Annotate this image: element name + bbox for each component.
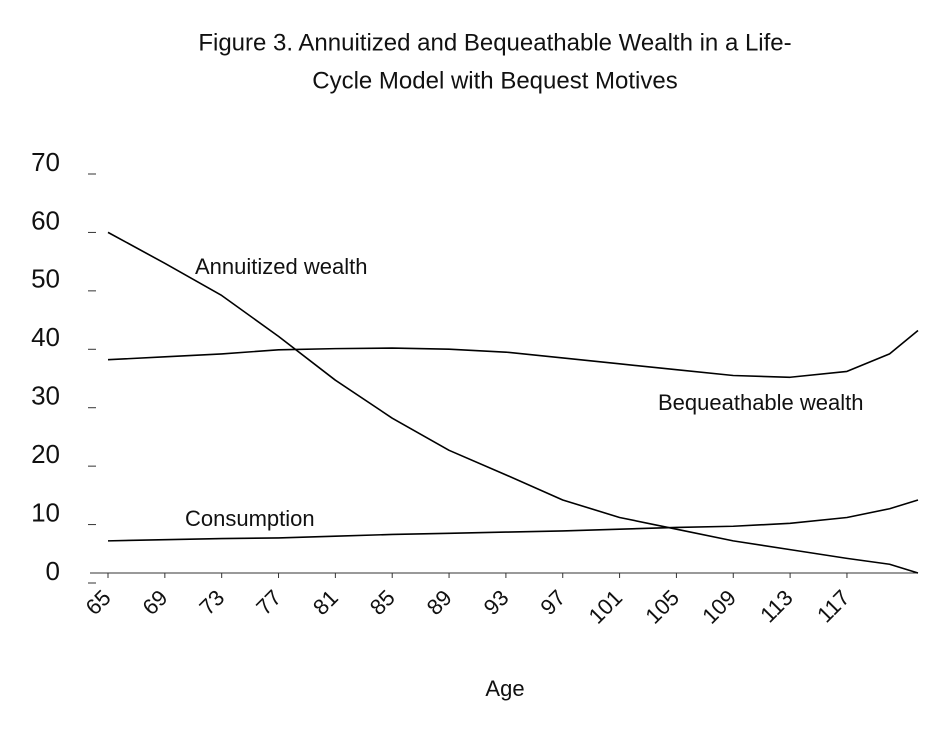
y-tick-label: 30 bbox=[31, 381, 60, 411]
y-tick-label: 70 bbox=[31, 147, 60, 177]
series-label: Bequeathable wealth bbox=[658, 390, 864, 415]
series-line bbox=[107, 329, 919, 379]
x-tick-label: 65 bbox=[81, 585, 116, 620]
y-tick-label: 60 bbox=[31, 205, 60, 235]
series-line bbox=[107, 499, 919, 542]
x-tick-label: 85 bbox=[365, 585, 400, 620]
x-tick-label: 113 bbox=[755, 585, 797, 627]
y-tick-label: 50 bbox=[31, 264, 60, 294]
x-tick-label: 81 bbox=[308, 585, 343, 620]
y-tick-label: 20 bbox=[31, 439, 60, 469]
x-tick-label: 77 bbox=[251, 585, 286, 620]
series-label: Consumption bbox=[185, 506, 315, 531]
x-tick-label: 105 bbox=[640, 585, 684, 629]
chart-title: Figure 3. Annuitized and Bequeathable We… bbox=[198, 29, 791, 56]
x-tick-label: 97 bbox=[535, 585, 570, 620]
x-tick-label: 73 bbox=[194, 585, 229, 620]
x-tick-label: 117 bbox=[812, 585, 854, 627]
y-tick-label: 40 bbox=[31, 322, 60, 352]
y-tick-label: 10 bbox=[31, 497, 60, 527]
x-tick-label: 69 bbox=[137, 585, 172, 620]
x-tick-label: 101 bbox=[584, 585, 628, 629]
x-tick-label: 109 bbox=[697, 585, 741, 629]
x-axis-label: Age bbox=[485, 676, 524, 701]
series-line bbox=[107, 231, 919, 574]
series-label: Annuitized wealth bbox=[195, 254, 367, 279]
y-tick-label: 0 bbox=[46, 556, 60, 586]
x-tick-label: 93 bbox=[479, 585, 514, 620]
x-tick-label: 89 bbox=[422, 585, 457, 620]
chart-title: Cycle Model with Bequest Motives bbox=[312, 67, 677, 94]
